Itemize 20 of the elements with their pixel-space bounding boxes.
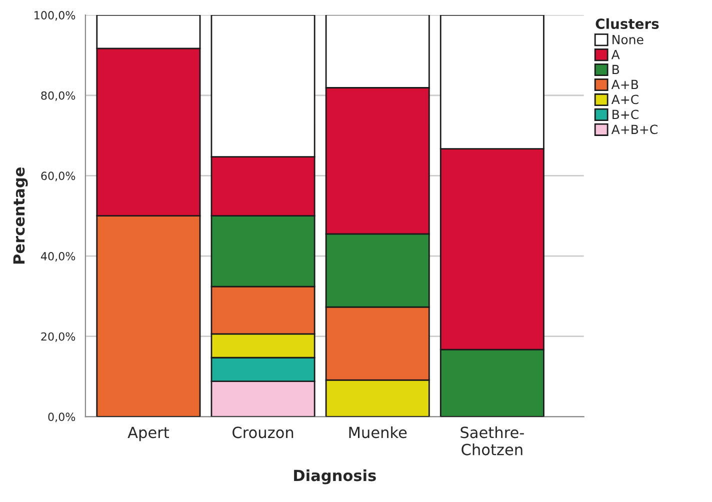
y-axis-title: Percentage [13, 167, 28, 264]
legend-label: None [612, 34, 644, 44]
legend-label: A+B [611, 80, 638, 90]
x-tick-label: Saethre- Chotzen [460, 426, 524, 456]
x-tick-label: Muenke [349, 426, 407, 438]
y-tick-label: 100,0% [34, 11, 76, 21]
x-tick-label: Apert [128, 426, 169, 442]
legend-label: A+B+C [611, 124, 658, 134]
y-tick-label: 0,0% [48, 412, 76, 422]
legend-title: Clusters [596, 18, 659, 30]
x-axis-title: Diagnosis [294, 469, 376, 484]
y-tick-label: 20,0% [41, 332, 76, 342]
y-tick-label: 60,0% [41, 172, 76, 182]
x-tick-label: Crouzon [232, 426, 294, 438]
legend-label: A+C [611, 94, 638, 104]
legend-label: B [612, 64, 620, 74]
legend-label: A [611, 50, 620, 60]
y-tick-label: 80,0% [41, 91, 76, 101]
legend-label: B+C [612, 110, 638, 120]
y-tick-label: 40,0% [40, 252, 76, 262]
